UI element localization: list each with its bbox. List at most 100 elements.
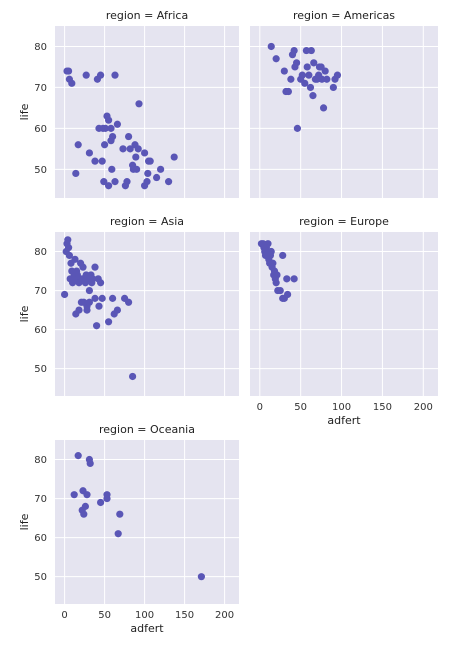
data-point bbox=[147, 158, 154, 165]
data-point bbox=[61, 291, 68, 298]
data-point bbox=[103, 491, 110, 498]
data-point bbox=[291, 47, 298, 54]
data-point bbox=[105, 318, 112, 325]
data-point bbox=[125, 133, 132, 140]
data-point bbox=[97, 279, 104, 286]
x-tick-label: 100 bbox=[332, 402, 351, 413]
data-point bbox=[65, 244, 72, 251]
y-tick-label: 80 bbox=[34, 42, 47, 53]
y-axis-label: life bbox=[18, 513, 31, 530]
data-point bbox=[294, 125, 301, 132]
data-point bbox=[119, 145, 126, 152]
data-point bbox=[291, 275, 298, 282]
data-point bbox=[93, 322, 100, 329]
y-tick-label: 50 bbox=[34, 165, 47, 176]
data-point bbox=[330, 84, 337, 91]
data-point bbox=[111, 72, 118, 79]
data-point bbox=[91, 295, 98, 302]
x-tick-label: 0 bbox=[61, 610, 67, 621]
data-point bbox=[133, 166, 140, 173]
data-point bbox=[165, 178, 172, 185]
data-point bbox=[95, 303, 102, 310]
y-tick-label: 70 bbox=[34, 83, 47, 94]
y-tick-label: 80 bbox=[34, 247, 47, 258]
data-point bbox=[157, 166, 164, 173]
panel-background bbox=[250, 232, 438, 396]
data-point bbox=[79, 264, 86, 271]
y-tick-label: 60 bbox=[34, 325, 47, 336]
x-tick-label: 150 bbox=[373, 402, 392, 413]
x-axis-label: adfert bbox=[130, 622, 164, 635]
x-tick-label: 100 bbox=[135, 610, 154, 621]
facet-panels: region = Africa 50 60 70 80 life region = Amer… bbox=[18, 9, 438, 635]
data-point bbox=[109, 133, 116, 140]
data-point bbox=[273, 279, 280, 286]
data-point bbox=[83, 491, 90, 498]
data-point bbox=[284, 291, 291, 298]
data-point bbox=[279, 252, 286, 259]
facet-panel: region = Americas bbox=[250, 9, 438, 198]
data-point bbox=[198, 573, 205, 580]
data-point bbox=[268, 43, 275, 50]
data-point bbox=[80, 511, 87, 518]
panel-title: region = Africa bbox=[106, 9, 188, 22]
y-tick-label: 50 bbox=[34, 572, 47, 583]
data-point bbox=[287, 76, 294, 83]
data-point bbox=[75, 452, 82, 459]
data-point bbox=[105, 182, 112, 189]
data-point bbox=[64, 236, 71, 243]
data-point bbox=[109, 295, 116, 302]
data-point bbox=[153, 174, 160, 181]
y-axis-label: life bbox=[18, 103, 31, 120]
facet-panel: region = Asia50607080life bbox=[18, 215, 239, 396]
data-point bbox=[99, 158, 106, 165]
data-point bbox=[68, 80, 75, 87]
data-point bbox=[129, 373, 136, 380]
x-tick-label: 0 bbox=[257, 402, 263, 413]
data-point bbox=[111, 178, 118, 185]
data-point bbox=[171, 153, 178, 160]
facet-panel: region = Oceania 50 60 70 80 life 0 50 100 150 200… bbox=[18, 423, 239, 635]
data-point bbox=[273, 55, 280, 62]
y-tick-label: 50 bbox=[34, 364, 47, 375]
data-point bbox=[105, 117, 112, 124]
data-point bbox=[285, 88, 292, 95]
data-point bbox=[87, 460, 94, 467]
data-point bbox=[125, 299, 132, 306]
data-point bbox=[308, 47, 315, 54]
y-axis-label: life bbox=[18, 305, 31, 322]
x-axis-label: adfert bbox=[327, 414, 361, 427]
data-point bbox=[334, 72, 341, 79]
data-point bbox=[307, 84, 314, 91]
y-tick-label: 60 bbox=[34, 124, 47, 135]
facet-panel: region = Europe 0 50 100 150 200 adfert bbox=[250, 215, 438, 427]
data-point bbox=[322, 67, 329, 74]
data-point bbox=[283, 275, 290, 282]
data-point bbox=[323, 76, 330, 83]
facet-panel: region = Africa 50 60 70 80 life bbox=[18, 9, 239, 198]
panel-title: region = Europe bbox=[299, 215, 389, 228]
y-tick-label: 70 bbox=[34, 286, 47, 297]
data-point bbox=[305, 72, 312, 79]
data-point bbox=[97, 499, 104, 506]
data-point bbox=[72, 170, 79, 177]
data-point bbox=[299, 72, 306, 79]
data-point bbox=[65, 67, 72, 74]
data-point bbox=[115, 530, 122, 537]
y-tick-label: 60 bbox=[34, 533, 47, 544]
data-point bbox=[86, 149, 93, 156]
data-point bbox=[293, 59, 300, 66]
data-point bbox=[75, 306, 82, 313]
data-point bbox=[83, 72, 90, 79]
panel-title: region = Oceania bbox=[99, 423, 195, 436]
data-point bbox=[91, 158, 98, 165]
data-point bbox=[273, 271, 280, 278]
x-tick-label: 200 bbox=[414, 402, 433, 413]
data-point bbox=[123, 178, 130, 185]
data-point bbox=[309, 92, 316, 99]
data-point bbox=[264, 240, 271, 247]
data-point bbox=[91, 264, 98, 271]
x-tick-label: 200 bbox=[215, 610, 234, 621]
data-point bbox=[281, 67, 288, 74]
